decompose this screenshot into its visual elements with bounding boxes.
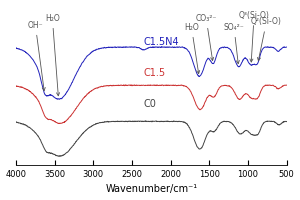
Text: C1.5: C1.5 (144, 68, 166, 78)
Text: H₂O: H₂O (184, 23, 200, 74)
Text: C0: C0 (144, 99, 157, 109)
Text: H₂O: H₂O (45, 14, 60, 96)
Text: OH⁻: OH⁻ (28, 21, 45, 91)
Text: SO₄²⁻: SO₄²⁻ (224, 23, 244, 64)
Text: C1.5N4: C1.5N4 (144, 37, 179, 47)
Text: CO₃²⁻: CO₃²⁻ (196, 14, 217, 61)
Text: Q²(Si-O): Q²(Si-O) (251, 17, 282, 61)
Text: Q³(Si-O): Q³(Si-O) (239, 11, 269, 62)
X-axis label: Wavenumber/cm⁻¹: Wavenumber/cm⁻¹ (105, 184, 197, 194)
